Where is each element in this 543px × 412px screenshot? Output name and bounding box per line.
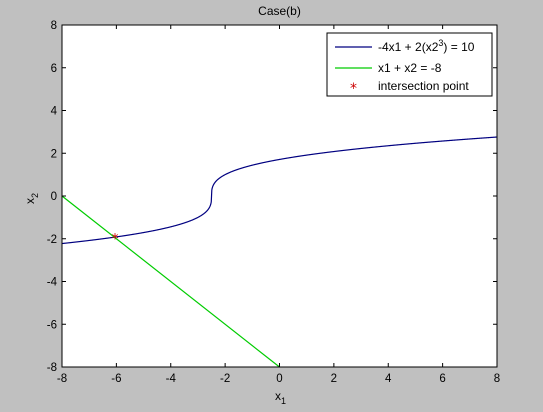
legend-label-curve: -4x1 + 2(x23) = 10 [378, 38, 475, 54]
legend-label-intersection: intersection point [378, 79, 469, 93]
legend-label-line: x1 + x2 = -8 [378, 61, 442, 75]
intersection-marker: * [112, 232, 119, 248]
legend-curve-sup: 3 [438, 38, 443, 48]
y-tick-label: 8 [51, 20, 57, 32]
legend-marker-intersection: * [350, 81, 357, 97]
x-tick-label: 8 [494, 373, 500, 385]
axis-ticks: -8 -6 -4 -2 0 2 4 6 8 -8 -6 -4 -2 0 2 4 6 8 [47, 20, 500, 385]
legend-curve-part2: ) = 10 [443, 40, 474, 54]
x-tick-label: -4 [166, 373, 177, 385]
x-axis-label: x1 [275, 389, 286, 406]
series-curve [61, 136, 498, 245]
plot-lines: * [61, 136, 498, 368]
x-tick-label: -8 [57, 373, 67, 385]
y-tick-label: -4 [47, 277, 58, 289]
x-tick-label: -6 [111, 373, 121, 385]
x-axis-label-main: x [275, 389, 281, 403]
y-tick-label: 2 [51, 148, 57, 160]
legend-box [326, 32, 493, 97]
y-axis-label-main: x [23, 198, 37, 204]
x-tick-label: 6 [439, 373, 445, 385]
x-tick-label: 4 [385, 373, 392, 385]
y-tick-label: 4 [51, 106, 58, 118]
legend-curve-part1: -4x1 + 2(x2 [378, 40, 439, 54]
y-axis-label-sub: 2 [30, 193, 40, 198]
y-tick-label: -8 [47, 362, 57, 374]
series-line [61, 195, 280, 368]
y-tick-label: -6 [47, 319, 57, 331]
legend: -4x1 + 2(x23) = 10 x1 + x2 = -8 * inters… [326, 32, 493, 97]
x-tick-label: 2 [331, 373, 337, 385]
chart-title: Case(b) [258, 4, 301, 18]
x-tick-label: -2 [220, 373, 230, 385]
x-tick-label: 0 [276, 373, 282, 385]
y-tick-label: 6 [51, 63, 57, 75]
y-tick-label: 0 [51, 191, 57, 203]
x-axis-label-sub: 1 [281, 396, 286, 406]
y-tick-label: -2 [47, 234, 57, 246]
y-axis-label: x2 [23, 193, 40, 204]
